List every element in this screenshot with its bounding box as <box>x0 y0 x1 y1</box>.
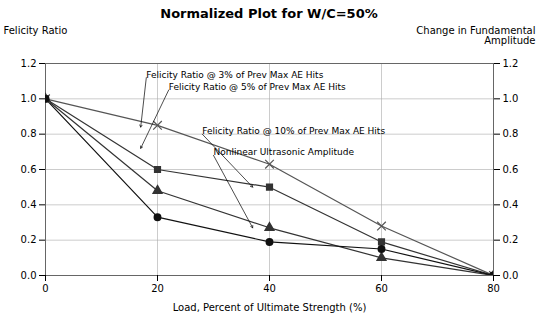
svg-text:Felicity Ratio @ 10% of Prev M: Felicity Ratio @ 10% of Prev Max AE Hits <box>202 126 385 136</box>
svg-text:Load, Percent of Ultimate Stre: Load, Percent of Ultimate Strength (%) <box>173 302 367 313</box>
svg-text:0.6: 0.6 <box>503 164 519 175</box>
svg-text:60: 60 <box>375 283 388 294</box>
svg-text:0.8: 0.8 <box>21 128 37 139</box>
svg-text:0.2: 0.2 <box>21 234 37 245</box>
svg-text:0.0: 0.0 <box>21 270 37 281</box>
html-text:Normalized Plot for W/C=50%: Normalized Plot for W/C=50% <box>160 6 378 21</box>
svg-text:Felicity Ratio @ 3% of Prev Ma: Felicity Ratio @ 3% of Prev Max AE Hits <box>146 70 323 80</box>
svg-text:0: 0 <box>42 283 48 294</box>
svg-text:0.2: 0.2 <box>503 234 519 245</box>
svg-text:20: 20 <box>151 283 164 294</box>
svg-text:0.0: 0.0 <box>503 270 519 281</box>
svg-text:1.0: 1.0 <box>21 93 37 104</box>
svg-text:0.8: 0.8 <box>503 128 519 139</box>
svg-text:0.4: 0.4 <box>503 199 519 210</box>
svg-text:1.2: 1.2 <box>21 58 37 69</box>
svg-text:1.2: 1.2 <box>503 58 519 69</box>
svg-text:0.4: 0.4 <box>21 199 37 210</box>
svg-text:1.0: 1.0 <box>503 93 519 104</box>
svg-text:80: 80 <box>487 283 500 294</box>
svg-text:0.6: 0.6 <box>21 164 37 175</box>
svg-text:Change in FundamentalAmplitude: Change in FundamentalAmplitude <box>416 25 535 46</box>
svg-text:Felicity Ratio @ 5% of Prev Ma: Felicity Ratio @ 5% of Prev Max AE Hits <box>169 82 346 92</box>
svg-text:Felicity Ratio: Felicity Ratio <box>4 25 68 36</box>
svg-text:Nonlinear Ultrasonic Amplitude: Nonlinear Ultrasonic Amplitude <box>214 147 355 157</box>
svg-text:40: 40 <box>263 283 276 294</box>
